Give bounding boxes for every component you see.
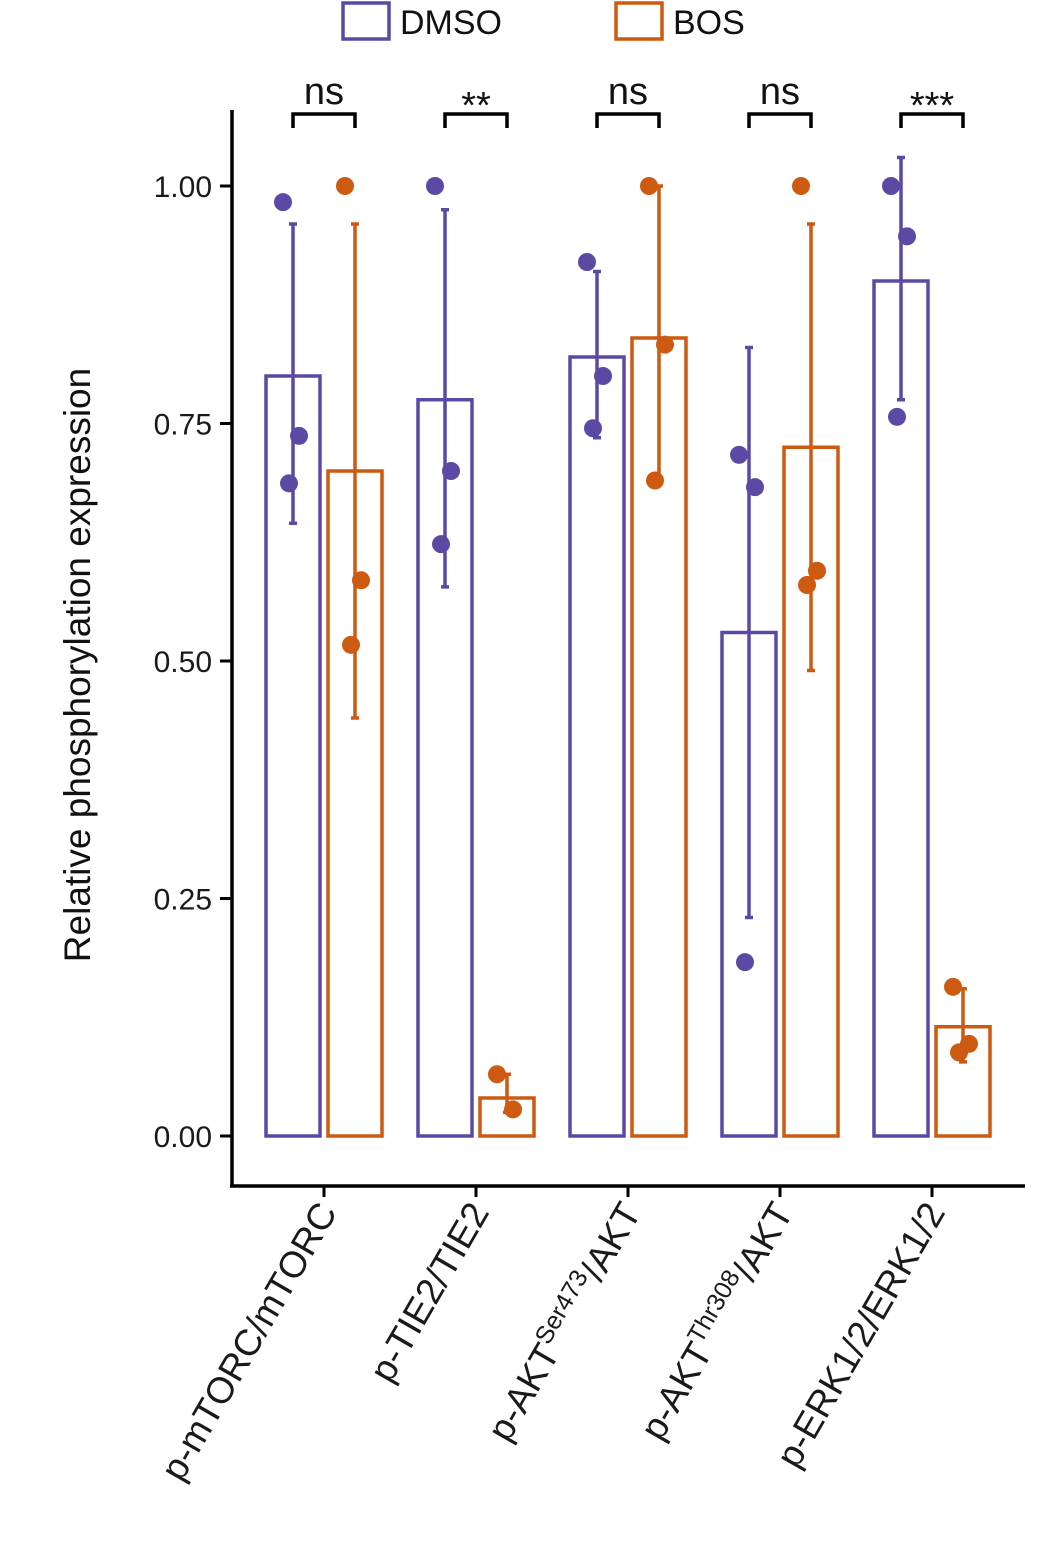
legend-swatch-bos	[614, 1, 664, 41]
y-tick-label: 0.25	[154, 884, 212, 917]
data-point-bos	[950, 1043, 968, 1062]
y-tick-label: 0.00	[154, 1121, 212, 1154]
x-tick-label: p-ERK1/2/ERK1/2	[768, 1196, 953, 1475]
data-point-bos	[798, 576, 816, 594]
data-point-bos	[352, 571, 370, 590]
data-point-dmso	[882, 177, 900, 195]
data-point-dmso	[290, 426, 308, 445]
y-tick-label: 0.50	[154, 646, 212, 679]
data-point-dmso	[280, 474, 298, 493]
y-tick-label: 0.75	[154, 409, 212, 442]
data-point-bos	[944, 977, 962, 996]
legend: DMSO BOS	[341, 1, 745, 42]
error-bars	[289, 155, 967, 1114]
data-point-dmso	[426, 177, 444, 195]
data-point-dmso	[730, 445, 748, 464]
data-point-dmso	[594, 367, 612, 385]
legend-label-dmso: DMSO	[400, 4, 502, 42]
bar-dmso	[568, 355, 626, 1138]
data-point-dmso	[898, 227, 916, 246]
x-ticks	[322, 1186, 934, 1197]
data-point-dmso	[442, 462, 460, 480]
x-tick-label: p-AKTThr308/AKT	[630, 1194, 801, 1447]
data-point-bos	[792, 177, 810, 195]
data-point-dmso	[888, 407, 906, 426]
data-point-dmso	[432, 535, 450, 554]
data-point-dmso	[274, 193, 292, 212]
legend-label-bos: BOS	[673, 4, 745, 42]
y-ticks: 0.00 0.25 0.50 0.75 1.00	[154, 171, 232, 1154]
significance-label: ns	[760, 71, 800, 113]
significance-bracket	[747, 112, 813, 128]
y-axis-title: Relative phosphorylation expression	[57, 368, 98, 962]
y-tick-label: 1.00	[154, 171, 212, 204]
significance-bracket	[595, 112, 661, 128]
significance-label: ns	[608, 71, 648, 113]
bars	[264, 279, 992, 1138]
significance-brackets: ns ** ns ns ***	[291, 71, 965, 128]
data-point-bos	[656, 335, 674, 354]
data-point-bos	[488, 1065, 506, 1084]
x-tick-labels: p-mTORC/mTORC p-TIE2/TIE2p-AKTSer473/AKTp…	[153, 1194, 953, 1488]
significance-label: ns	[304, 71, 344, 113]
significance-bracket	[443, 112, 509, 128]
data-point-dmso	[736, 953, 754, 972]
data-point-dmso	[578, 253, 596, 271]
significance-bracket	[291, 112, 357, 128]
data-points	[274, 177, 978, 1119]
data-point-dmso	[746, 478, 764, 497]
significance-label: ***	[910, 85, 955, 127]
data-point-bos	[336, 177, 354, 195]
significance-label: **	[461, 85, 491, 127]
data-point-dmso	[584, 419, 602, 438]
x-tick-label: p-mTORC/mTORC	[153, 1196, 345, 1488]
significance-bracket	[899, 112, 965, 128]
data-point-bos	[808, 561, 826, 580]
data-point-bos	[504, 1100, 522, 1119]
data-point-bos	[646, 471, 664, 490]
data-point-bos	[640, 177, 658, 195]
data-point-bos	[342, 635, 360, 654]
legend-swatch-dmso	[341, 1, 391, 41]
x-tick-label: p-TIE2/TIE2	[362, 1196, 497, 1389]
x-tick-label: p-AKTSer473/AKT	[477, 1194, 649, 1448]
